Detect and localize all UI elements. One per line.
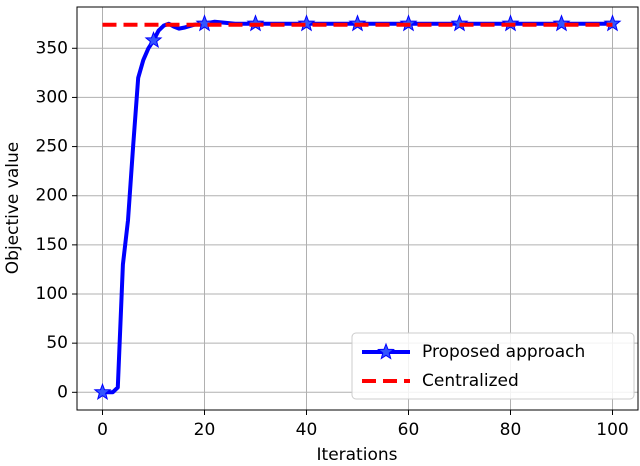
- legend-marker: [377, 342, 395, 360]
- x-tick-label: 80: [500, 420, 522, 440]
- legend-box: [351, 332, 635, 400]
- y-tick-label: 250: [36, 137, 68, 157]
- point-marker: [195, 14, 214, 32]
- y-axis-label: Objective value: [3, 142, 23, 274]
- x-tick-label: 0: [97, 420, 108, 440]
- x-tick-label: 20: [194, 420, 216, 440]
- point-marker: [552, 14, 571, 32]
- plot-frame: [76, 6, 639, 411]
- y-tick-label: 350: [36, 38, 68, 58]
- y-tick-label: 150: [36, 235, 68, 255]
- y-tick-label: 300: [36, 87, 68, 107]
- point-marker: [297, 14, 316, 32]
- point-marker: [93, 382, 112, 400]
- legend-label: Proposed approach: [422, 342, 585, 362]
- x-axis-label: Iterations: [317, 445, 398, 465]
- x-tick-label: 40: [296, 420, 318, 440]
- y-tick-label: 0: [57, 382, 68, 402]
- y-tick-label: 200: [36, 186, 68, 206]
- point-marker: [144, 30, 163, 49]
- y-tick-label: 50: [46, 333, 68, 353]
- legend-label: Centralized: [422, 371, 519, 391]
- x-tick-label: 100: [596, 420, 628, 440]
- y-tick-label: 100: [36, 284, 68, 304]
- x-tick-label: 60: [398, 420, 420, 440]
